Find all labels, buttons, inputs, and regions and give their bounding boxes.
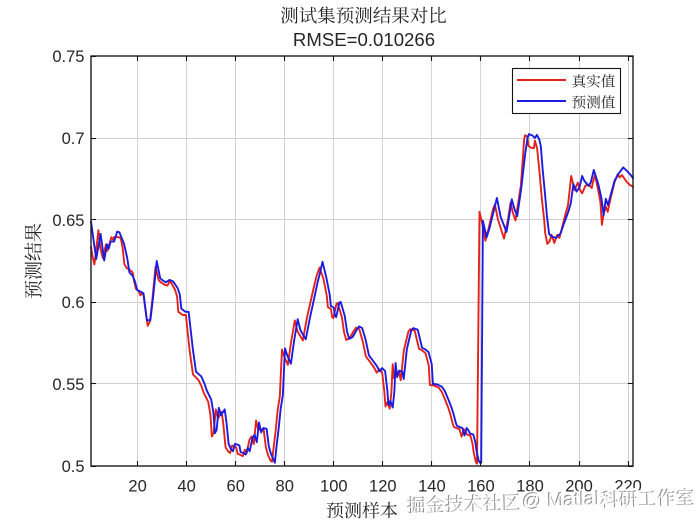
svg-text:0.55: 0.55 <box>52 376 84 394</box>
svg-text:160: 160 <box>467 477 495 495</box>
svg-text:120: 120 <box>369 477 397 495</box>
svg-text:200: 200 <box>565 477 593 495</box>
svg-text:@ Matlab: @ Matlab <box>522 488 607 512</box>
svg-text:140: 140 <box>418 477 446 495</box>
svg-text:RMSE=0.010266: RMSE=0.010266 <box>293 29 435 50</box>
svg-text:0.75: 0.75 <box>52 48 84 66</box>
svg-text:20: 20 <box>128 477 146 495</box>
svg-text:0.6: 0.6 <box>62 294 85 312</box>
svg-text:@ Matlab: @ Matlab <box>521 487 606 511</box>
svg-text:0.7: 0.7 <box>62 130 85 148</box>
svg-text:0.65: 0.65 <box>52 212 84 230</box>
svg-text:180: 180 <box>516 477 544 495</box>
svg-text:80: 80 <box>276 477 294 495</box>
svg-text:100: 100 <box>320 477 348 495</box>
svg-text:0.5: 0.5 <box>62 458 85 476</box>
svg-text:60: 60 <box>227 477 245 495</box>
svg-text:40: 40 <box>177 477 195 495</box>
